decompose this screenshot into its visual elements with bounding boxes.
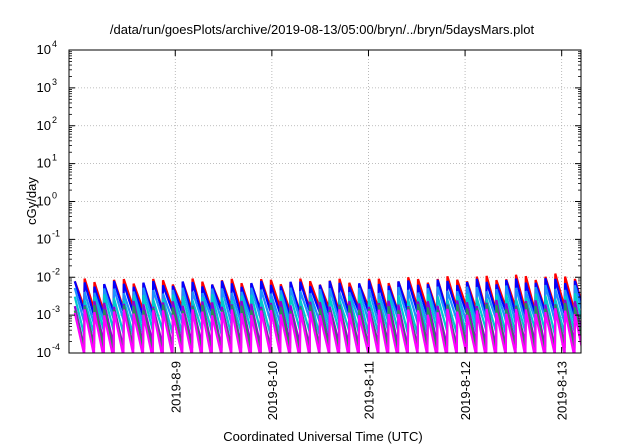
x-axis: 2019-8-9 2019-8-10 2019-8-11 2019-8-12 2019-…	[168, 50, 570, 420]
y-tick-label: 10	[37, 307, 51, 322]
y-tick-label: 10	[37, 231, 51, 246]
y-tick-exponent: -1	[52, 228, 60, 238]
y-tick-exponent: 3	[52, 77, 57, 87]
x-tick-label: 2019-8-13	[555, 361, 570, 420]
x-tick-label: 2019-8-9	[168, 361, 183, 413]
x-axis-label: Coordinated Universal Time (UTC)	[223, 429, 422, 444]
series-line	[73, 308, 581, 353]
y-tick-label: 10	[37, 118, 51, 133]
y-tick-label: 10	[37, 42, 51, 57]
x-tick-label: 2019-8-12	[458, 361, 473, 420]
y-tick-exponent: -2	[52, 266, 60, 276]
y-tick-exponent: 1	[52, 153, 57, 163]
x-tick-label: 2019-8-11	[361, 361, 376, 419]
y-tick-label: 10	[37, 194, 51, 209]
y-tick-label: 10	[37, 269, 51, 284]
y-tick-label: 10	[37, 345, 51, 360]
y-axis-label: cGy/day	[24, 177, 39, 225]
x-tick-label: 2019-8-10	[265, 361, 280, 420]
y-tick-exponent: 2	[52, 115, 57, 125]
y-tick-exponent: -3	[52, 304, 60, 314]
y-tick-exponent: 0	[52, 191, 57, 201]
y-tick-label: 10	[37, 156, 51, 171]
y-tick-exponent: 4	[52, 39, 57, 49]
series-group	[73, 273, 581, 353]
chart-title: /data/run/goesPlots/archive/2019-08-13/0…	[110, 22, 535, 37]
y-tick-label: 10	[37, 80, 51, 95]
y-tick-exponent: -4	[52, 342, 60, 352]
